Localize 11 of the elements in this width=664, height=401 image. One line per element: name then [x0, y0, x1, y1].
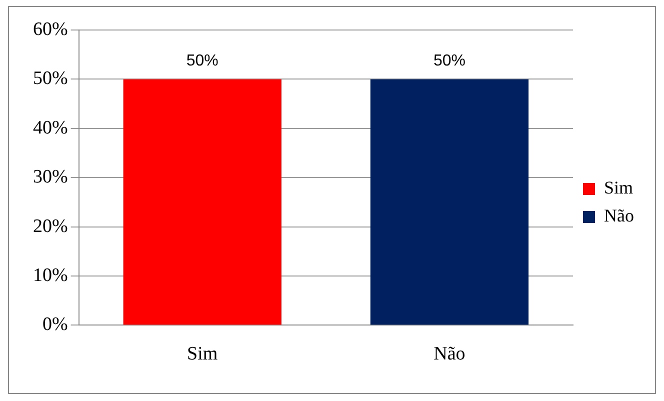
y-tick-label: 10% [33, 264, 68, 286]
data-label: 50% [186, 52, 218, 70]
legend-label: Não [604, 206, 634, 226]
y-tick-label: 50% [33, 68, 68, 90]
y-tick-label: 20% [33, 216, 68, 237]
y-tick-label: 60% [33, 18, 68, 40]
y-tick-label: 40% [33, 117, 68, 138]
legend-label: Sim [604, 178, 634, 198]
y-tick-label: 30% [33, 166, 68, 188]
data-label: 50% [433, 52, 466, 70]
y-tick-label: 0% [42, 314, 68, 336]
